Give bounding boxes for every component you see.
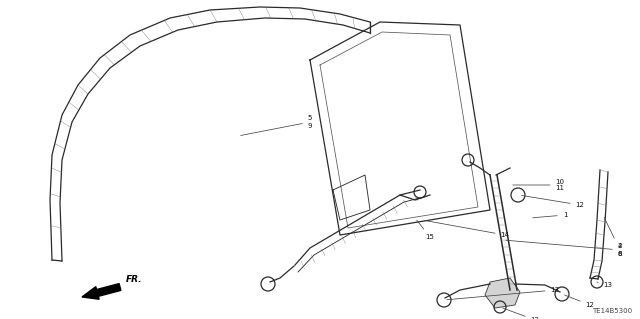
Text: 13: 13 <box>447 287 559 300</box>
Text: 12: 12 <box>564 295 595 308</box>
FancyArrow shape <box>82 284 121 299</box>
Text: 3
7: 3 7 <box>0 318 1 319</box>
Text: 13: 13 <box>597 282 612 288</box>
Text: TE14B5300: TE14B5300 <box>592 308 632 314</box>
Text: 15: 15 <box>417 220 435 240</box>
Polygon shape <box>485 278 520 308</box>
Text: 12: 12 <box>522 196 584 208</box>
Text: 2
6: 2 6 <box>506 240 622 256</box>
Text: FR.: FR. <box>126 275 143 284</box>
Text: 14: 14 <box>425 220 509 238</box>
Text: 1: 1 <box>532 212 567 218</box>
Text: 4
8: 4 8 <box>604 218 622 256</box>
Text: 5
9: 5 9 <box>241 115 312 136</box>
Text: 12: 12 <box>502 308 540 319</box>
Text: 10
11: 10 11 <box>513 179 564 191</box>
